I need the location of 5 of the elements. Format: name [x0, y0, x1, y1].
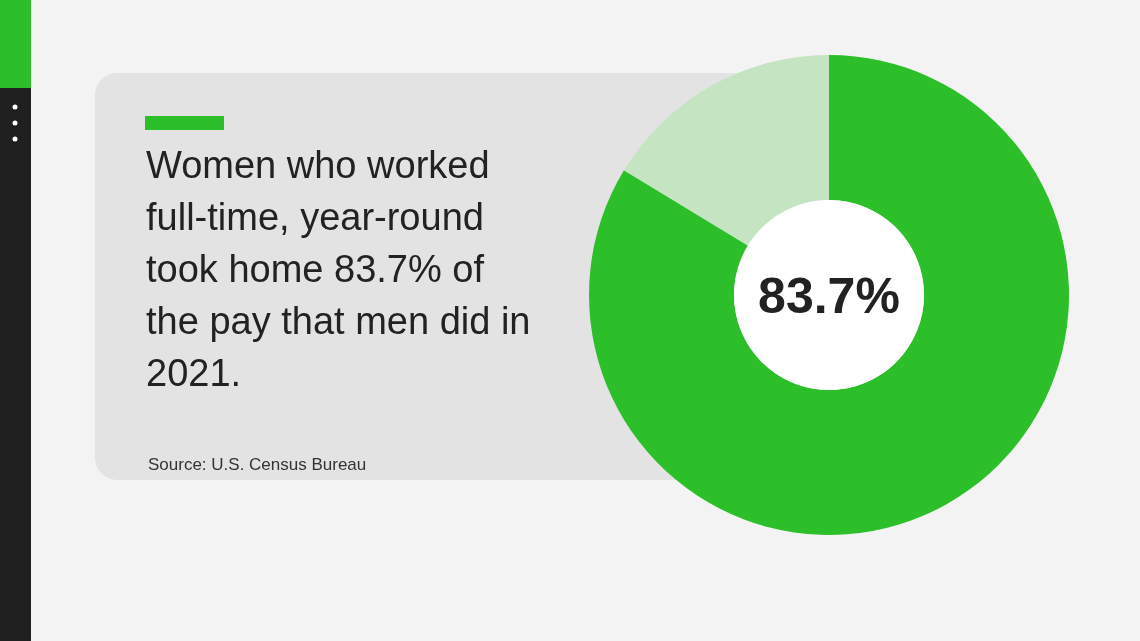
source-note: Source: U.S. Census Bureau	[148, 455, 367, 474]
data-label: 83.7%	[758, 268, 900, 324]
donut-slice	[589, 55, 1069, 535]
text: Women who worked full-time, year-round took home 83.7% of the pay that men did in 2021.	[146, 144, 531, 394]
donut-slice	[623, 55, 829, 246]
